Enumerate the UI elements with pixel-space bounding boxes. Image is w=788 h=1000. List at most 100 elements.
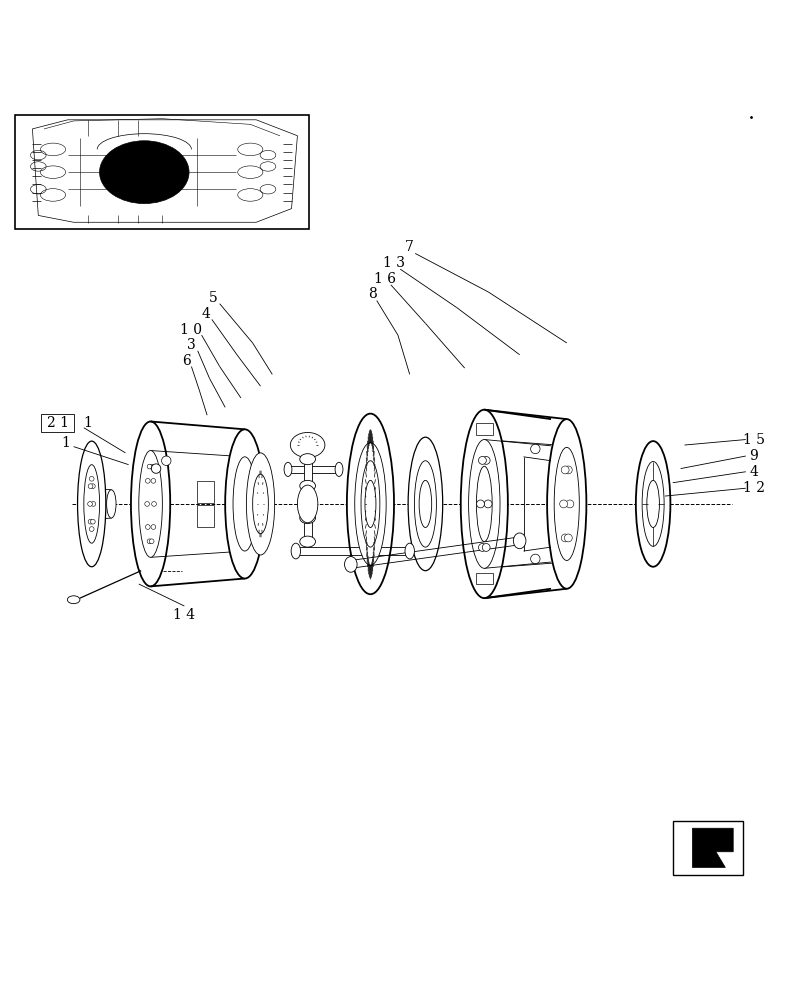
- Ellipse shape: [530, 554, 540, 564]
- Ellipse shape: [89, 476, 94, 481]
- Text: 3: 3: [187, 338, 195, 352]
- Ellipse shape: [151, 478, 156, 483]
- Text: 1: 1: [84, 416, 92, 430]
- Bar: [303, 518, 311, 542]
- Ellipse shape: [419, 480, 432, 527]
- Text: 7: 7: [405, 240, 414, 254]
- Ellipse shape: [91, 519, 95, 524]
- Ellipse shape: [335, 462, 343, 476]
- Ellipse shape: [477, 466, 492, 542]
- Ellipse shape: [647, 480, 660, 527]
- Ellipse shape: [642, 462, 664, 546]
- Text: 9: 9: [749, 449, 758, 463]
- Text: 1 3: 1 3: [383, 256, 405, 270]
- Text: 1 2: 1 2: [742, 481, 764, 495]
- Ellipse shape: [146, 478, 151, 483]
- Ellipse shape: [149, 539, 154, 544]
- Ellipse shape: [87, 502, 92, 506]
- Ellipse shape: [477, 500, 485, 508]
- Ellipse shape: [414, 461, 437, 547]
- Text: 1: 1: [61, 436, 70, 450]
- Ellipse shape: [344, 557, 357, 572]
- Ellipse shape: [299, 480, 315, 491]
- Text: 1 4: 1 4: [173, 608, 195, 622]
- Ellipse shape: [564, 466, 572, 474]
- Ellipse shape: [547, 419, 586, 589]
- Ellipse shape: [297, 485, 318, 523]
- Text: 5: 5: [209, 291, 217, 305]
- Ellipse shape: [299, 513, 315, 524]
- Ellipse shape: [67, 596, 80, 604]
- Ellipse shape: [147, 539, 152, 544]
- Bar: [42, 414, 74, 432]
- Ellipse shape: [408, 437, 443, 571]
- Ellipse shape: [146, 525, 151, 529]
- Ellipse shape: [469, 440, 500, 568]
- Ellipse shape: [145, 502, 150, 506]
- Ellipse shape: [88, 519, 93, 524]
- Text: 4: 4: [749, 465, 758, 479]
- Ellipse shape: [636, 441, 671, 567]
- Ellipse shape: [291, 543, 300, 559]
- Ellipse shape: [84, 465, 99, 543]
- Text: 4: 4: [201, 307, 210, 321]
- Ellipse shape: [147, 464, 152, 469]
- Ellipse shape: [566, 500, 574, 508]
- Ellipse shape: [478, 456, 486, 464]
- Ellipse shape: [225, 429, 265, 579]
- Text: 1 6: 1 6: [374, 272, 396, 286]
- Ellipse shape: [361, 461, 380, 547]
- Ellipse shape: [554, 447, 579, 560]
- Bar: [476, 573, 493, 584]
- Bar: [197, 481, 214, 503]
- Ellipse shape: [299, 536, 315, 547]
- Bar: [476, 423, 493, 435]
- Bar: [15, 115, 309, 229]
- Bar: [197, 505, 214, 527]
- Ellipse shape: [461, 410, 507, 598]
- Ellipse shape: [482, 544, 490, 551]
- Ellipse shape: [561, 534, 569, 542]
- Ellipse shape: [405, 543, 414, 559]
- Ellipse shape: [290, 432, 325, 458]
- Ellipse shape: [299, 454, 315, 465]
- Ellipse shape: [99, 141, 189, 204]
- Text: 1 0: 1 0: [180, 323, 203, 337]
- Ellipse shape: [106, 490, 116, 518]
- Ellipse shape: [478, 544, 486, 551]
- Ellipse shape: [513, 533, 526, 549]
- Text: 6: 6: [182, 354, 191, 368]
- Ellipse shape: [88, 484, 93, 489]
- Ellipse shape: [149, 464, 154, 469]
- Text: 1 5: 1 5: [742, 433, 764, 447]
- Ellipse shape: [559, 500, 567, 508]
- Ellipse shape: [139, 451, 162, 557]
- Ellipse shape: [77, 441, 106, 567]
- Ellipse shape: [91, 502, 95, 506]
- Ellipse shape: [247, 453, 275, 555]
- Ellipse shape: [91, 484, 95, 489]
- Ellipse shape: [530, 444, 540, 454]
- Ellipse shape: [151, 464, 161, 473]
- Ellipse shape: [482, 456, 490, 464]
- Ellipse shape: [365, 480, 376, 527]
- Ellipse shape: [89, 527, 94, 531]
- Ellipse shape: [484, 500, 492, 508]
- Text: 2 1: 2 1: [47, 416, 69, 430]
- Ellipse shape: [561, 466, 569, 474]
- Ellipse shape: [253, 474, 269, 534]
- Ellipse shape: [151, 502, 156, 506]
- Ellipse shape: [355, 443, 386, 565]
- Ellipse shape: [131, 421, 170, 586]
- Polygon shape: [693, 828, 733, 867]
- Ellipse shape: [284, 462, 292, 476]
- Ellipse shape: [162, 456, 171, 465]
- Bar: [673, 821, 743, 875]
- Ellipse shape: [151, 525, 156, 529]
- Bar: [303, 459, 311, 486]
- Ellipse shape: [347, 414, 394, 594]
- Ellipse shape: [233, 457, 257, 551]
- Polygon shape: [91, 488, 111, 520]
- Text: 8: 8: [368, 287, 377, 301]
- Ellipse shape: [564, 534, 572, 542]
